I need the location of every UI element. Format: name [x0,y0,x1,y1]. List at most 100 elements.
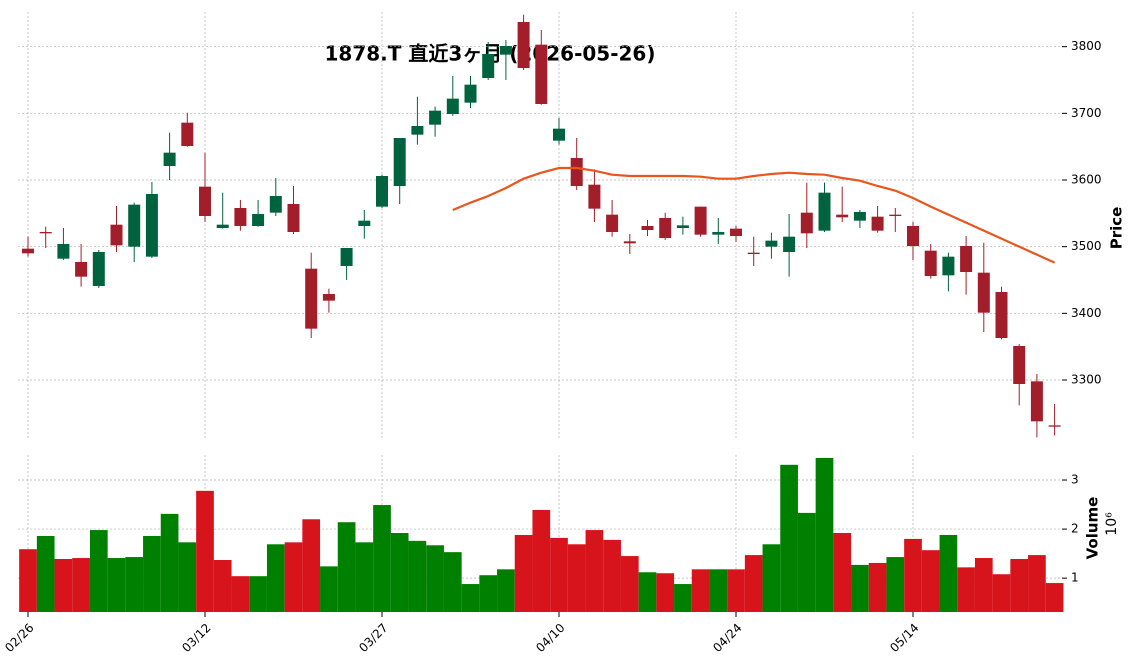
volume-bar [567,544,586,612]
volume-bar [585,530,604,612]
y-tick-label: 3300 [1071,373,1102,387]
candle-body [659,218,672,238]
volume-bar [266,544,285,612]
volume-bar [1028,555,1046,612]
candle-body [358,220,371,226]
volume-bar [674,584,692,612]
candle-body [216,224,229,228]
x-tick-label: 03/12 [179,621,213,655]
candle-body [145,194,158,257]
volume-bar [390,533,409,612]
volume-bar [107,558,126,612]
candle-body [446,98,459,114]
candle-body [606,214,619,232]
candle-body [889,214,902,216]
volume-bar [691,569,710,612]
y-tick-label: 3500 [1071,239,1102,253]
candle-body [960,246,973,272]
volume-bar [213,559,232,612]
y-tick-label: 3800 [1071,39,1102,53]
candle-body [92,252,105,286]
x-tick-label: 04/10 [533,621,567,655]
candle-body [836,214,849,218]
candle-body [75,262,88,277]
y-offset-label: 10⁶ [1104,512,1120,536]
candle-body [623,241,636,244]
volume-bar [426,545,444,612]
candle-body [376,176,388,207]
candle-body [712,232,725,235]
volume-bar [143,535,161,612]
volume-bar [479,575,498,612]
y-tick-label: 3600 [1071,173,1102,187]
y-tick-label: 2 [1071,522,1079,536]
volume-bar [957,567,975,612]
volume-bar [620,556,639,612]
y-tick-label: 3 [1071,473,1079,487]
candle-body [517,22,530,68]
volume-bar [178,542,197,612]
candle-body [800,212,813,234]
candle-body [57,244,70,259]
volume-bar [19,549,37,612]
x-tick-label: 05/14 [887,621,921,655]
candle-body [765,240,778,247]
candle-body [588,184,601,209]
volume-bar [54,559,73,612]
volume-bar [603,539,621,612]
volume-bar [851,564,869,612]
y-axis-label: Volume [1084,497,1102,560]
candle-body [995,292,1008,338]
candle-body [499,46,512,55]
volume-bar [797,512,816,612]
volume-bar [320,566,338,612]
volume-bar [337,522,356,612]
volume-bar [638,572,657,612]
volume-bar [904,538,922,612]
candle-body [269,196,282,213]
volume-bar [709,569,728,612]
volume-bar [656,573,675,612]
volume-bar [373,505,391,612]
y-tick-label: 3400 [1071,306,1102,320]
volume-bar [886,557,905,612]
candle-body [818,192,831,231]
candle-body [1048,425,1061,427]
candle-body [641,226,654,230]
candle-body [570,158,583,186]
candle-body [942,256,955,276]
volume-bar [196,490,214,612]
volume-bar [355,542,374,612]
volume-bar [1045,583,1064,612]
candle-body [429,110,442,125]
volume-bar [762,544,781,612]
volume-bar [532,509,551,612]
volume-bar [461,584,480,612]
volume-bar [443,552,462,612]
volume-bar [868,562,887,612]
candle-body [393,138,406,186]
volume-bar [921,550,940,612]
candle-body [553,128,565,141]
y-tick-label: 1 [1071,571,1079,585]
volume-bar [160,513,179,612]
volume-bar [833,533,852,612]
volume-bar [815,457,834,612]
candle-body [305,268,318,329]
volume-bar [89,530,108,612]
volume-bar [284,542,303,612]
moving-average-line [452,166,1056,264]
candle-body [1013,346,1026,384]
candle-body [977,272,990,313]
volume-bar [744,555,763,612]
candle-body [747,252,760,254]
candle-body [39,232,52,234]
y-axis-label: Price [1108,207,1126,250]
candle-body [340,248,353,266]
volume-bar [408,540,427,612]
candle-body [234,208,247,226]
candle-body [535,44,548,104]
volume-bar [974,558,993,612]
candle-body [411,126,424,135]
